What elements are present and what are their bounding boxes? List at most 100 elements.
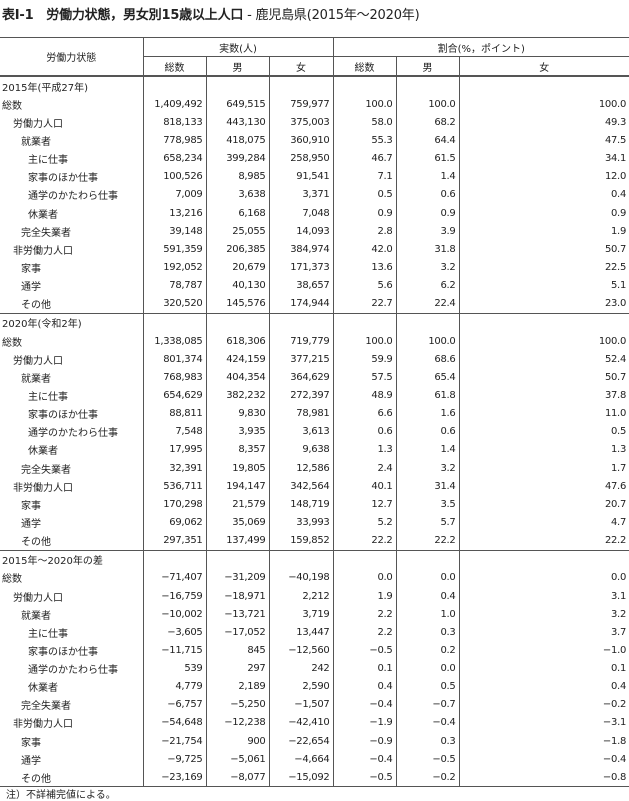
table-row: 主に仕事 658,234 399,284 258,950 46.7 61.5 34.1: [0, 149, 629, 168]
value-cell: 424,159: [205, 350, 269, 369]
value-cell: 364,629: [268, 368, 333, 387]
value-cell: 536,711: [142, 477, 206, 496]
table-row: 非労働力人口 591,359 206,385 384,974 42.0 31.8 50.7: [0, 240, 629, 259]
value-cell: 25,055: [205, 222, 269, 241]
value-cell: −0.7: [395, 695, 459, 714]
row-label: 家事のほか仕事: [28, 173, 98, 185]
value-cell: −18,971: [205, 586, 269, 606]
value-cell: 68.6: [395, 350, 459, 369]
row-label: 主に仕事: [28, 628, 68, 640]
empty-cell: [268, 76, 333, 96]
row-label: 総数: [2, 337, 22, 349]
table-row: 労働力人口 801,374 424,159 377,215 59.9 68.6 52.4: [0, 350, 629, 369]
value-cell: 0.9: [332, 203, 396, 223]
value-cell: 40.1: [332, 477, 396, 496]
value-cell: −10,002: [142, 605, 206, 624]
row-label: 就業者: [21, 136, 51, 148]
value-cell: −12,238: [205, 713, 269, 733]
value-cell: 12,586: [268, 458, 333, 478]
value-cell: 22.7: [332, 294, 396, 314]
value-cell: 13,216: [142, 203, 206, 223]
value-cell: 9,830: [205, 404, 269, 423]
value-cell: 6.2: [395, 276, 459, 295]
header-col-male: 男: [205, 56, 269, 77]
row-label: 完全失業者: [21, 227, 71, 239]
table-title-sub: - 鹿児島県(2015年～2020年): [243, 8, 420, 23]
row-label: 労働力人口: [13, 355, 63, 367]
row-label: 完全失業者: [21, 701, 71, 713]
value-cell: −0.5: [332, 641, 396, 660]
value-cell: 55.3: [332, 131, 396, 150]
value-cell: −40,198: [268, 568, 333, 587]
header-col-total: 総数: [142, 56, 206, 77]
value-cell: 801,374: [142, 350, 206, 369]
value-cell: 61.5: [395, 149, 459, 168]
value-cell: 0.0: [458, 568, 629, 587]
value-cell: 5.7: [395, 513, 459, 532]
value-cell: 38,657: [268, 276, 333, 295]
table-row: 総数 1,338,085 618,306 719,779 100.0 100.0 100.0: [0, 331, 629, 351]
value-cell: 34.1: [458, 149, 629, 168]
value-cell: 64.4: [395, 131, 459, 150]
row-label: 就業者: [21, 373, 51, 385]
table-row: 休業者 4,779 2,189 2,590 0.4 0.5 0.4: [0, 677, 629, 696]
table-row: 家事 −21,754 900 −22,654 −0.9 0.3 −1.8: [0, 732, 629, 751]
table-row: 完全失業者 39,148 25,055 14,093 2.8 3.9 1.9: [0, 222, 629, 241]
table-header: 労働力状態 実数(人) 割合(%，ポイント) 総数 男 女 総数 男 女: [0, 37, 629, 77]
value-cell: 7.1: [332, 167, 396, 186]
value-cell: 42.0: [332, 240, 396, 259]
value-cell: −16,759: [142, 586, 206, 606]
value-cell: 0.6: [332, 422, 396, 441]
value-cell: −71,407: [142, 568, 206, 587]
value-cell: −0.8: [458, 768, 629, 788]
row-label: 主に仕事: [28, 391, 68, 403]
table-row: 通学のかたわら仕事 7,009 3,638 3,371 0.5 0.6 0.4: [0, 185, 629, 204]
value-cell: 52.4: [458, 350, 629, 369]
value-cell: 1.4: [395, 440, 459, 459]
table-row: 主に仕事 654,629 382,232 272,397 48.9 61.8 37.8: [0, 386, 629, 405]
value-cell: 3.2: [395, 458, 459, 478]
value-cell: 0.3: [395, 732, 459, 751]
value-cell: 33,993: [268, 513, 333, 532]
value-cell: 382,232: [205, 386, 269, 405]
value-cell: 8,985: [205, 167, 269, 186]
row-label: 主に仕事: [28, 155, 68, 167]
header-group-counts: 実数(人): [142, 37, 333, 57]
value-cell: 31.8: [395, 240, 459, 259]
row-label: 家事のほか仕事: [28, 646, 98, 658]
header-group-ratio: 割合(%，ポイント): [332, 37, 629, 57]
row-label: 総数: [2, 100, 22, 112]
value-cell: 22.5: [458, 258, 629, 277]
row-label: 非労働力人口: [13, 245, 73, 257]
value-cell: 57.5: [332, 368, 396, 387]
value-cell: 78,787: [142, 276, 206, 295]
empty-cell: [458, 313, 629, 332]
value-cell: 818,133: [142, 113, 206, 132]
table-row: 完全失業者 −6,757 −5,250 −1,507 −0.4 −0.7 −0.2: [0, 695, 629, 714]
value-cell: 649,515: [205, 95, 269, 114]
header-col-ratio-female: 女: [458, 56, 629, 77]
value-cell: −0.4: [332, 695, 396, 714]
value-cell: 69,062: [142, 513, 206, 532]
value-cell: −0.2: [458, 695, 629, 714]
value-cell: 40,130: [205, 276, 269, 295]
value-cell: 12.0: [458, 167, 629, 186]
table-body: 2015年(平成27年) 総数 1,409,492 649,515 759,977 100…: [0, 76, 629, 788]
value-cell: 3.7: [458, 623, 629, 642]
empty-cell: [332, 550, 396, 569]
value-cell: 145,576: [205, 294, 269, 314]
table-row: 通学 69,062 35,069 33,993 5.2 5.7 4.7: [0, 513, 629, 532]
value-cell: 35,069: [205, 513, 269, 532]
value-cell: 0.9: [395, 203, 459, 223]
section-label: 2015年(平成27年): [2, 82, 88, 94]
value-cell: 61.8: [395, 386, 459, 405]
value-cell: 194,147: [205, 477, 269, 496]
section-label: 2020年(令和2年): [2, 319, 82, 331]
value-cell: −0.5: [332, 768, 396, 788]
value-cell: 100.0: [458, 331, 629, 351]
section-header-row: 2015年～2020年の差: [0, 550, 629, 569]
value-cell: 159,852: [268, 531, 333, 551]
value-cell: 418,075: [205, 131, 269, 150]
row-label: 通学のかたわら仕事: [28, 665, 118, 677]
value-cell: 0.0: [395, 568, 459, 587]
